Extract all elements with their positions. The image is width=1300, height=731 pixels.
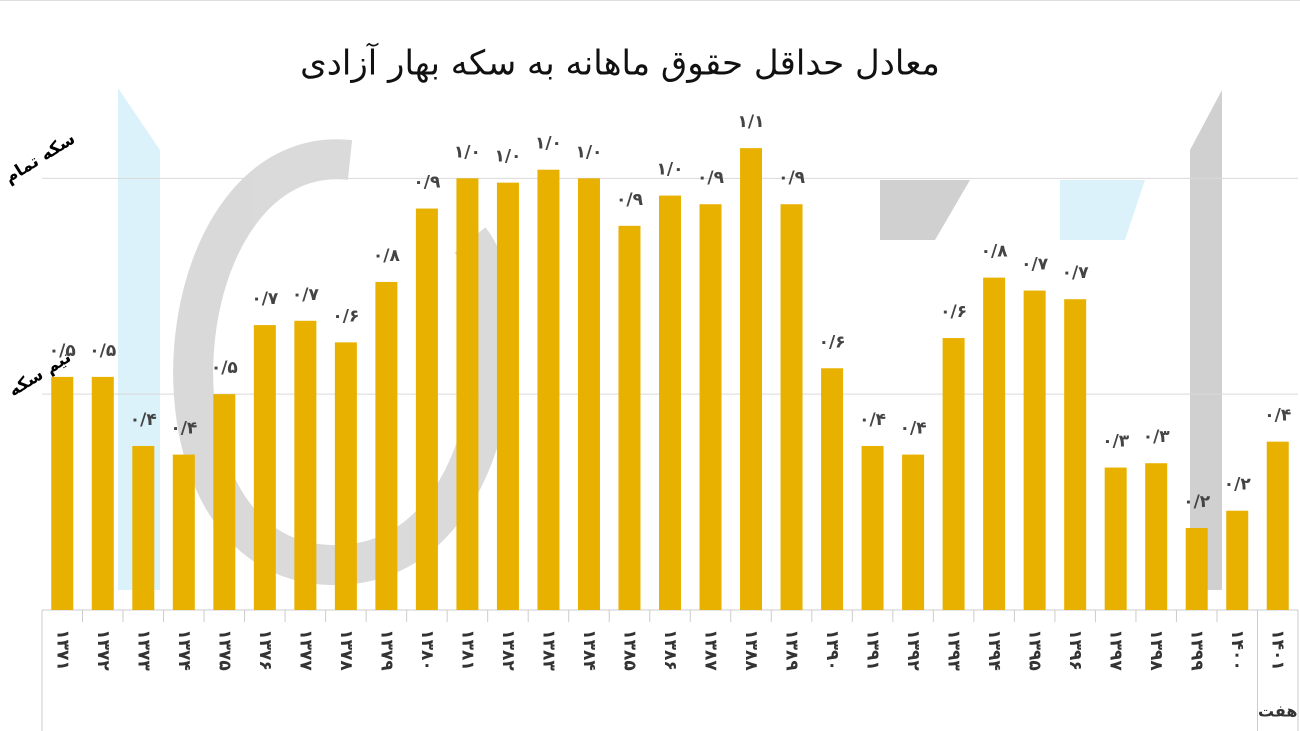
value-label: ۰/۷	[292, 285, 320, 305]
x-tick-label: ۱۴۰۰	[1227, 629, 1247, 671]
value-label: ۰/۹	[697, 168, 725, 188]
x-tick-label: ۱۳۸۹	[782, 629, 802, 671]
bar	[780, 204, 803, 610]
x-tick-label: ۱۳۷۶	[255, 629, 275, 671]
x-tick-label: ۱۳۹۴	[984, 629, 1004, 671]
bar	[699, 204, 722, 610]
value-label: ۰/۴	[859, 410, 886, 430]
x-tick-label: ۱۳۹۳	[944, 629, 964, 671]
value-label: ۰/۳	[1102, 432, 1130, 452]
bar	[415, 208, 438, 611]
bar	[1104, 467, 1127, 610]
bar	[821, 368, 844, 610]
bar	[91, 376, 114, 610]
annotation: هفت	[1258, 702, 1298, 721]
value-label: ۰/۴	[900, 419, 927, 439]
value-label: ۰/۶	[940, 302, 967, 322]
bar	[132, 445, 155, 610]
x-tick-label: ۱۳۹۸	[1146, 629, 1166, 671]
value-label: ۰/۴	[130, 410, 157, 430]
bar	[618, 225, 641, 611]
value-label: ۰/۵	[211, 358, 238, 378]
bar	[496, 182, 519, 610]
x-tick-label: ۱۳۹۰	[822, 629, 842, 671]
value-label: ۱/۰	[657, 160, 684, 180]
value-label: ۰/۹	[616, 190, 644, 210]
value-label: ۰/۹	[778, 168, 806, 188]
bar	[375, 281, 398, 610]
x-tick-label: ۱۳۸۱	[457, 629, 477, 671]
value-label: ۰/۳	[1143, 427, 1171, 447]
x-tick-label: ۱۳۷۵	[214, 629, 234, 671]
x-tick-label: ۱۳۹۷	[1106, 629, 1126, 671]
x-tick-label: ۱۳۷۴	[174, 629, 194, 671]
value-label: ۰/۹	[413, 173, 441, 193]
bar	[51, 376, 74, 610]
x-tick-label: ۱۳۷۳	[133, 629, 153, 671]
bar	[172, 454, 195, 610]
chart-title: معادل حداقل حقوق ماهانه به سکه بهار آزاد…	[300, 43, 940, 84]
x-tick-label: ۱۳۹۱	[863, 629, 883, 671]
bar	[294, 320, 317, 610]
value-label: ۱/۰	[494, 147, 521, 167]
value-label: ۰/۸	[373, 246, 401, 266]
x-tick-label: ۱۳۷۷	[295, 629, 315, 671]
value-label: ۰/۵	[89, 341, 116, 361]
x-tick-label: ۱۳۸۸	[741, 629, 761, 671]
value-label: ۰/۶	[819, 332, 846, 352]
bar	[213, 394, 236, 610]
value-label: ۰/۲	[1183, 492, 1211, 512]
value-label: ۰/۴	[1264, 406, 1291, 426]
y-tick-label: سکه تمام	[1, 129, 79, 188]
value-label: ۱/۱	[738, 112, 765, 132]
bar	[253, 325, 276, 610]
bar	[983, 277, 1006, 610]
value-label: ۰/۵	[49, 341, 76, 361]
bar	[456, 178, 479, 611]
bar	[1064, 299, 1087, 610]
bar	[577, 178, 600, 611]
x-tick-label: ۱۳۹۲	[903, 629, 923, 671]
value-label: ۰/۶	[332, 306, 359, 326]
x-tick-label: ۱۳۸۳	[538, 629, 558, 671]
value-label: ۰/۸	[981, 242, 1009, 262]
bar	[1023, 290, 1046, 610]
bar	[1185, 527, 1208, 610]
x-tick-label: ۱۳۸۴	[579, 629, 599, 671]
bar	[902, 454, 925, 610]
bar	[659, 195, 681, 610]
x-tick-label: ۱۳۸۰	[417, 629, 437, 671]
bar	[537, 169, 560, 610]
x-tick-label: ۱۳۸۶	[660, 629, 680, 671]
x-tick-label: ۱۳۸۵	[619, 629, 639, 671]
value-label: ۰/۴	[170, 419, 197, 439]
value-label: ۰/۷	[251, 289, 279, 309]
x-tick-label: ۱۳۷۸	[336, 629, 356, 671]
x-tick-label: ۱۳۸۲	[498, 629, 518, 671]
bar	[334, 342, 357, 610]
value-label: ۱/۰	[575, 142, 602, 162]
value-label: ۰/۷	[1021, 255, 1049, 275]
x-tick-label: ۱۳۸۷	[701, 629, 721, 671]
bar	[1145, 463, 1168, 610]
value-label: ۰/۷	[1062, 263, 1090, 283]
bar	[1266, 441, 1289, 610]
x-tick-label: ۱۳۷۹	[376, 629, 396, 671]
x-tick-label: ۱۳۹۹	[1187, 629, 1207, 671]
value-label: ۱/۰	[535, 134, 562, 154]
x-tick-label: ۱۳۹۵	[1025, 629, 1045, 671]
bar	[1226, 510, 1249, 610]
x-tick-label: ۱۳۷۱	[52, 629, 72, 671]
value-label: ۰/۲	[1224, 475, 1252, 495]
value-label: ۱/۰	[454, 142, 481, 162]
x-tick-label: ۱۳۹۶	[1065, 629, 1085, 671]
bar	[861, 445, 884, 610]
x-tick-label: ۱۳۷۲	[93, 629, 113, 671]
x-tick-label: ۱۴۰۱	[1268, 629, 1288, 671]
bar	[740, 148, 763, 610]
bar	[942, 338, 965, 610]
